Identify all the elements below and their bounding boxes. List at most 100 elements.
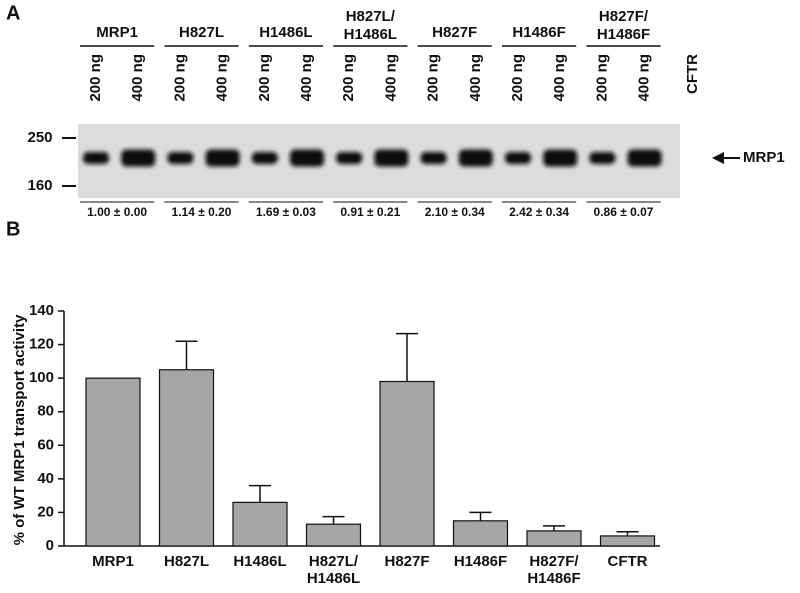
label-line: H1486L [344, 26, 397, 43]
marker-label: 160 [27, 177, 52, 194]
band [505, 152, 531, 164]
label-line: CFTR [608, 553, 648, 570]
band [420, 152, 447, 164]
lane-label: 200 ng [171, 54, 188, 102]
label-line: H827L [164, 553, 209, 570]
label-line: H1486F [512, 24, 565, 41]
marker-label: 250 [27, 129, 52, 146]
quant-label: 2.10 ± 0.34 [425, 205, 485, 219]
label-line: MRP1 [92, 553, 134, 570]
lane-label: 400 ng [636, 54, 653, 102]
lane-label: 400 ng [129, 54, 146, 102]
y-tick-label: 20 [37, 503, 54, 520]
lane-label: 200 ng [425, 54, 442, 102]
label-line: H827L/ [309, 553, 359, 570]
label: H1486L [259, 24, 312, 41]
label-line: H1486F [454, 553, 507, 570]
label-line: H1486L [259, 24, 312, 41]
label: H1486F [454, 553, 507, 570]
lane-label: 200 ng [340, 54, 357, 102]
bar [379, 380, 435, 547]
bar [158, 369, 215, 547]
quant-label: 1.69 ± 0.03 [256, 205, 316, 219]
bar [526, 530, 582, 547]
label: H827L/H1486L [344, 8, 397, 43]
y-tick-label: 140 [29, 302, 54, 319]
quant-label: 0.91 ± 0.21 [340, 205, 400, 219]
lane-label: 200 ng [509, 54, 526, 102]
label: H827L/H1486L [307, 553, 360, 587]
label: H1486F [512, 24, 565, 41]
band [374, 149, 409, 167]
label-line: H827F [432, 24, 477, 41]
label-line: H1486L [233, 553, 286, 570]
error-bar [175, 340, 198, 370]
quant-label: 1.14 ± 0.20 [172, 205, 232, 219]
band [205, 149, 240, 167]
quant-label: 2.42 ± 0.34 [509, 205, 569, 219]
label-line: H1486F [597, 26, 650, 43]
arrow-label: MRP1 [743, 149, 785, 166]
lane-label: 400 ng [551, 54, 568, 102]
error-bar [616, 530, 639, 536]
label-line: H827F/ [599, 8, 649, 25]
label-line: H1486L [307, 570, 360, 587]
lane-label: CFTR [684, 54, 701, 94]
error-bar [249, 484, 271, 503]
lane-label: 400 ng [214, 54, 231, 102]
label-line: H1486F [527, 570, 580, 587]
bar [452, 520, 509, 547]
band [589, 152, 616, 164]
band [251, 152, 278, 164]
y-tick-label: 100 [29, 369, 54, 386]
quant-label: 0.86 ± 0.07 [594, 205, 654, 219]
error-bar [322, 515, 345, 525]
y-tick-label: 40 [37, 470, 54, 487]
label: H827F/H1486F [527, 553, 580, 587]
error-bar [543, 525, 565, 531]
label-line: H827F/ [529, 553, 579, 570]
y-tick-label: 0 [46, 537, 54, 554]
label-line: H827L [179, 24, 224, 41]
y-tick-label: 120 [29, 336, 54, 353]
quant-label: 1.00 ± 0.00 [87, 205, 147, 219]
lane-label: 400 ng [467, 54, 484, 102]
bar [599, 535, 656, 547]
label: H827L [164, 553, 209, 570]
lane-label: 400 ng [382, 54, 399, 102]
band [336, 152, 363, 164]
lane-label: 400 ng [298, 54, 315, 102]
label: H827F/H1486F [597, 8, 650, 43]
lane-label: 200 ng [87, 54, 104, 102]
band [83, 152, 109, 164]
error-bar [396, 332, 418, 382]
band [543, 149, 578, 167]
label-line: H827F [384, 553, 429, 570]
band [627, 149, 662, 167]
label: CFTR [608, 553, 648, 570]
y-tick-label: 60 [37, 436, 54, 453]
bar [232, 501, 288, 547]
arrow-head [712, 152, 724, 164]
bar [85, 377, 141, 547]
lane-label: 200 ng [593, 54, 610, 102]
band [167, 152, 194, 164]
y-tick-label: 80 [37, 403, 54, 420]
error-bar [469, 511, 492, 521]
band [290, 149, 324, 167]
band [121, 149, 156, 167]
label-line: H827L/ [346, 8, 396, 25]
panel-label: A [6, 2, 20, 24]
label: H827L [179, 24, 224, 41]
label: MRP1 [96, 24, 138, 41]
label-line: MRP1 [96, 24, 138, 41]
label: H827F [432, 24, 477, 41]
lane-label: 200 ng [256, 54, 273, 102]
bar [305, 523, 362, 547]
label: MRP1 [92, 553, 134, 570]
label: H1486L [233, 553, 286, 570]
label: H827F [384, 553, 429, 570]
panel-label: B [6, 218, 20, 240]
y-axis-label: % of WT MRP1 transport activity [11, 314, 28, 546]
